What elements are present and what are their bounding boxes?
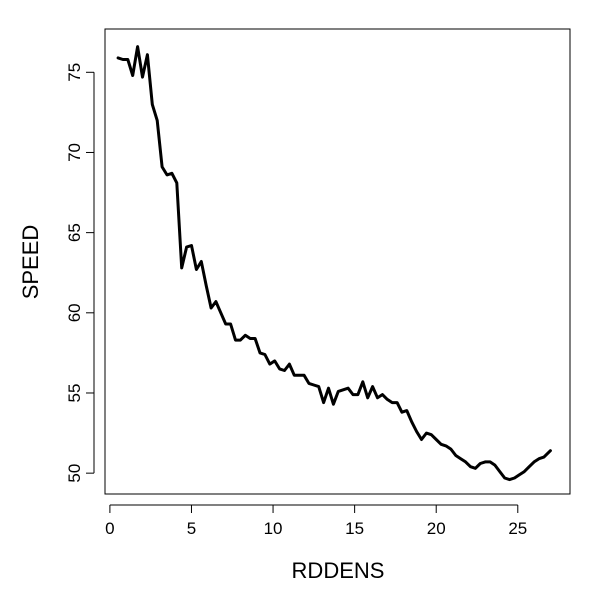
y-tick-label: 50 [65,464,84,483]
plot-box [104,28,571,495]
x-tick-label: 10 [264,519,283,538]
y-axis: 50 55 60 65 70 75 [65,63,95,483]
y-tick-label: 65 [65,223,84,242]
x-tick-label: 5 [187,519,196,538]
series-layer [116,45,552,482]
x-tick-label: 0 [105,519,114,538]
y-tick-label: 70 [65,143,84,162]
x-axis-title: RDDENS [292,558,385,583]
x-tick-label: 15 [345,519,364,538]
x-tick-label: 25 [508,519,527,538]
x-tick-label: 20 [427,519,446,538]
y-tick-label: 55 [65,384,84,403]
y-axis-title: SPEED [18,225,43,300]
y-tick-label: 75 [65,63,84,82]
series-line [116,45,552,482]
x-axis: 0 5 10 15 20 25 [105,504,527,538]
y-tick-label: 60 [65,303,84,322]
